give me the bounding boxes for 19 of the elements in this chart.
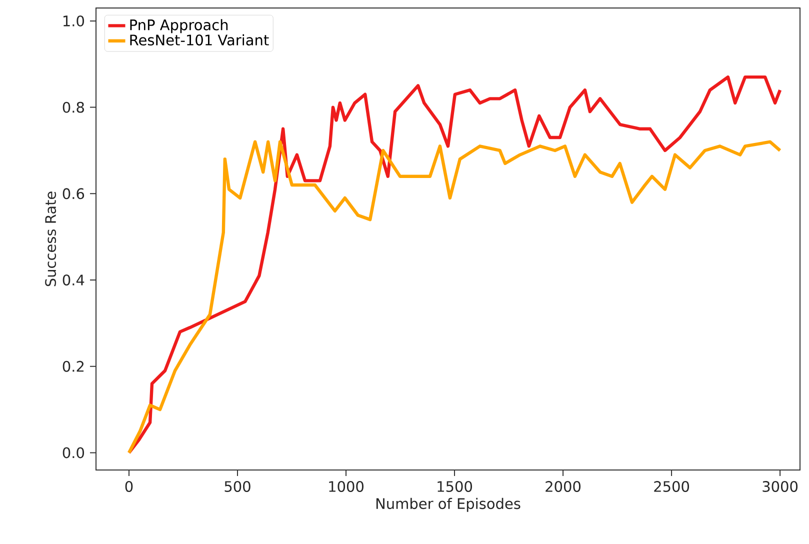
x-tick-label: 2500 — [654, 481, 690, 492]
x-tick-label: 1000 — [329, 481, 364, 492]
x-axis-title: Number of Episodes — [376, 498, 520, 512]
y-tick-label: 1.0 — [64, 15, 84, 26]
legend-label: PnP Approach — [130, 19, 228, 34]
line-series — [127, 140, 782, 454]
y-tick-label: 0.8 — [62, 102, 84, 113]
y-tick-label: 0.4 — [62, 274, 84, 286]
x-tick-label: 2000 — [546, 481, 581, 492]
x-tick-label: 500 — [224, 481, 250, 492]
x-tick-label: 3000 — [762, 481, 798, 492]
x-tick-label: 0 — [125, 481, 133, 492]
y-tick-label: 0.0 — [62, 447, 84, 458]
y-tick-label: 0.6 — [62, 188, 84, 200]
line-series — [127, 75, 782, 454]
y-axis-title: Success Rate — [45, 192, 56, 286]
x-tick-label: 1500 — [438, 481, 472, 492]
y-tick-label: 0.2 — [62, 360, 84, 372]
legend-label: ResNet-101 Variant — [130, 34, 269, 46]
